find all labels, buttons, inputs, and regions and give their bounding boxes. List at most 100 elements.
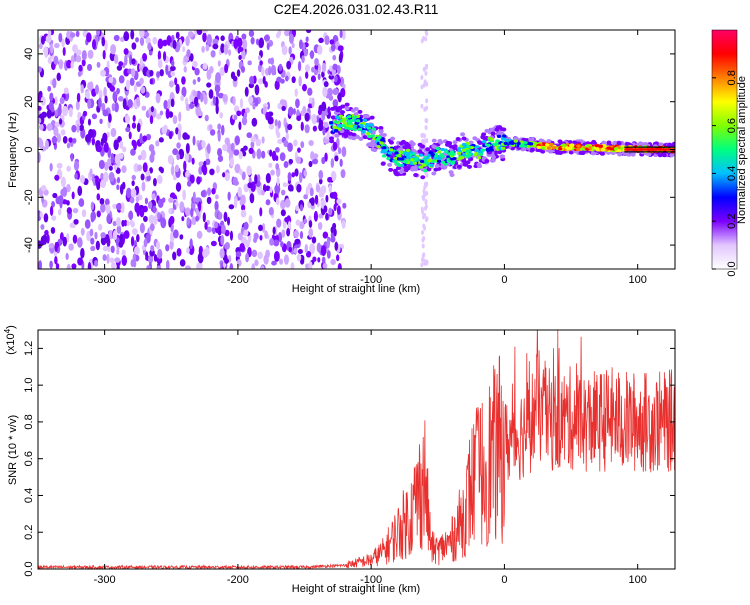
signal-core — [446, 159, 451, 163]
noise-speckle — [261, 66, 265, 77]
noise-speckle — [80, 84, 84, 94]
noise-speckle — [332, 141, 338, 151]
noise-column-speckle — [421, 139, 425, 145]
noise-speckle — [305, 71, 309, 79]
signal-core — [502, 134, 507, 138]
signal-core — [536, 145, 542, 150]
noise-speckle — [38, 117, 42, 124]
noise-column-speckle — [423, 106, 427, 112]
noise-speckle — [330, 43, 336, 52]
signal-core — [372, 137, 377, 141]
noise-speckle — [153, 215, 158, 226]
signal-core — [489, 137, 494, 142]
noise-speckle — [311, 158, 318, 165]
x-tick-label: -300 — [94, 274, 116, 286]
noise-speckle — [90, 201, 95, 211]
noise-speckle — [328, 95, 334, 101]
signal-halo — [369, 115, 375, 120]
noise-speckle — [57, 195, 64, 204]
noise-speckle — [281, 105, 286, 112]
noise-speckle — [284, 198, 291, 208]
noise-speckle — [247, 60, 252, 66]
noise-speckle — [233, 149, 240, 156]
signal-core — [379, 141, 384, 145]
noise-speckle — [284, 30, 290, 37]
signal-halo — [344, 102, 350, 107]
noise-speckle — [116, 184, 120, 191]
noise-speckle — [96, 61, 101, 68]
noise-speckle — [320, 245, 327, 257]
noise-speckle — [122, 146, 127, 153]
noise-speckle — [295, 205, 300, 212]
signal-halo — [404, 141, 410, 146]
signal-core — [475, 145, 480, 149]
noise-speckle — [325, 212, 329, 221]
noise-column-speckle — [425, 138, 429, 144]
noise-speckle — [206, 226, 212, 233]
noise-speckle — [308, 97, 313, 104]
noise-speckle — [298, 39, 303, 50]
noise-speckle — [311, 66, 315, 73]
noise-speckle — [252, 103, 256, 110]
signal-halo — [425, 147, 431, 152]
noise-speckle — [257, 55, 262, 61]
noise-speckle — [332, 88, 339, 96]
noise-speckle — [118, 96, 124, 102]
noise-speckle — [106, 131, 110, 138]
noise-speckle — [131, 42, 137, 50]
noise-speckle — [78, 124, 84, 131]
noise-speckle — [286, 60, 292, 70]
noise-speckle — [275, 197, 280, 206]
noise-speckle — [90, 237, 95, 245]
noise-speckle — [139, 222, 145, 234]
noise-speckle — [285, 75, 289, 82]
signal-core — [474, 148, 479, 153]
noise-column-speckle — [423, 133, 427, 139]
signal-core — [406, 155, 411, 159]
signal-halo — [640, 142, 646, 147]
noise-speckle — [245, 107, 250, 114]
noise-speckle — [183, 55, 190, 63]
noise-speckle — [201, 46, 205, 53]
noise-speckle — [209, 168, 215, 176]
noise-speckle — [98, 97, 102, 109]
noise-speckle — [296, 115, 302, 121]
noise-speckle — [168, 80, 175, 88]
figure-title: C2E4.2026.031.02.43.R11 — [274, 1, 439, 17]
noise-speckle — [203, 95, 208, 105]
signal-core — [482, 140, 487, 144]
noise-speckle — [192, 90, 198, 97]
noise-speckle — [317, 222, 323, 230]
signal-halo — [388, 167, 394, 172]
noise-speckle — [148, 214, 155, 225]
noise-speckle — [66, 263, 71, 269]
noise-speckle — [341, 220, 346, 229]
noise-speckle — [63, 87, 69, 95]
noise-speckle — [162, 51, 167, 62]
noise-speckle — [112, 220, 117, 227]
noise-speckle — [300, 255, 305, 262]
noise-speckle — [61, 38, 65, 48]
signal-halo — [490, 131, 496, 136]
y-tick-label: 0.8 — [23, 414, 35, 429]
noise-speckle — [70, 153, 74, 162]
noise-speckle — [51, 215, 57, 221]
noise-speckle — [165, 259, 170, 269]
y-tick-label: -20 — [23, 189, 35, 205]
noise-speckle — [38, 123, 44, 131]
noise-speckle — [287, 106, 294, 117]
noise-speckle — [90, 245, 96, 252]
noise-speckle — [313, 210, 318, 222]
noise-speckle — [185, 170, 190, 178]
signal-halo — [362, 135, 368, 140]
noise-speckle — [241, 171, 246, 181]
signal-core — [444, 150, 449, 154]
noise-speckle — [308, 160, 313, 168]
noise-speckle — [121, 165, 127, 174]
signal-core — [584, 144, 590, 148]
noise-speckle — [129, 54, 133, 66]
noise-speckle — [119, 233, 123, 245]
noise-speckle — [139, 133, 143, 144]
noise-column-speckle — [424, 65, 428, 71]
noise-speckle — [183, 66, 187, 73]
